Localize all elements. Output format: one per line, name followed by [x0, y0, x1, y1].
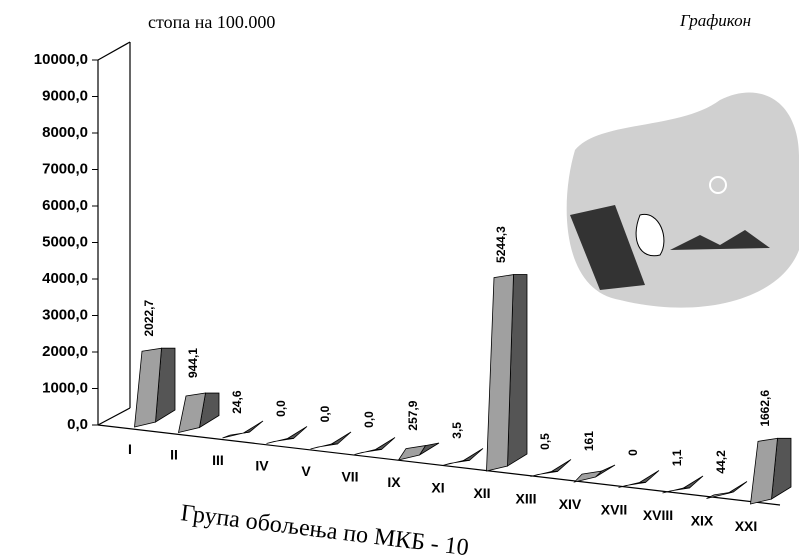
y-axis-label: стопа на 100.000	[148, 12, 275, 32]
y-tick-label: 10000,0	[34, 51, 88, 68]
bar	[177, 392, 206, 434]
bar-side	[682, 475, 704, 489]
bar	[222, 431, 250, 439]
bar-side	[374, 437, 396, 450]
x-tick-label: III	[212, 452, 224, 468]
value-label: 44,2	[714, 450, 728, 474]
value-label: 0,0	[274, 400, 288, 417]
x-tick-label: XIII	[515, 491, 536, 507]
y-tick-label: 6000,0	[42, 197, 88, 214]
value-label: 2022,7	[142, 299, 156, 336]
y-tick-label: 0,0	[67, 416, 88, 433]
x-axis-label: Група обољења по МКБ - 10	[179, 500, 470, 555]
value-label: 0	[626, 449, 640, 456]
bar-side	[243, 420, 264, 434]
bar	[706, 491, 734, 499]
x-tick-label: IV	[255, 458, 269, 474]
bar-side	[595, 464, 616, 478]
bar-side	[286, 426, 308, 439]
bar-side	[727, 481, 748, 494]
bar	[750, 437, 778, 505]
x-tick-label: II	[170, 447, 178, 463]
chart-title: Графикон	[679, 11, 751, 30]
value-label: 0,0	[362, 411, 376, 428]
bar-side	[638, 470, 660, 483]
y-tick-label: 2000,0	[42, 343, 88, 360]
y-tick-label: 3000,0	[42, 306, 88, 323]
bar	[310, 443, 338, 450]
x-tick-label: IX	[387, 474, 401, 490]
value-label: 1662,6	[758, 390, 772, 427]
x-tick-label: XIX	[691, 513, 714, 529]
bar	[530, 471, 558, 477]
x-tick-label: I	[128, 441, 132, 457]
bar	[266, 438, 294, 444]
value-label: 161	[582, 431, 596, 451]
x-tick-label: XIV	[559, 496, 582, 512]
bar	[573, 470, 603, 483]
value-label: 0,0	[318, 405, 332, 422]
y-tick-label: 4000,0	[42, 270, 88, 287]
value-label: 944,1	[186, 348, 200, 378]
y-tick-label: 8000,0	[42, 124, 88, 141]
bar-side	[330, 431, 352, 445]
y-tick-label: 7000,0	[42, 160, 88, 177]
x-tick-label: XXI	[735, 518, 758, 534]
y-tick-label: 5000,0	[42, 233, 88, 250]
value-label: 3,5	[450, 422, 464, 439]
y-tick-label: 9000,0	[42, 87, 88, 104]
bar	[662, 487, 690, 494]
value-label: 257,9	[406, 400, 420, 430]
bar	[486, 274, 514, 472]
x-tick-label: XVII	[601, 502, 627, 518]
x-tick-label: XII	[473, 485, 490, 501]
value-label: 24,6	[230, 390, 244, 414]
bar	[354, 449, 382, 455]
bar-side	[550, 459, 572, 472]
x-tick-label: XVIII	[643, 507, 673, 523]
bar	[134, 347, 162, 428]
x-tick-label: V	[301, 463, 311, 479]
value-label: 0,5	[538, 433, 552, 450]
x-tick-label: XI	[431, 480, 444, 496]
value-label: 5244,3	[494, 226, 508, 263]
bar	[397, 445, 427, 461]
clipart	[566, 92, 799, 308]
value-label: 1,1	[670, 449, 684, 466]
y-tick-label: 1000,0	[42, 379, 88, 396]
bar-side	[462, 448, 484, 461]
x-tick-label: VII	[341, 469, 358, 485]
bar	[618, 482, 646, 488]
bar	[442, 459, 470, 466]
